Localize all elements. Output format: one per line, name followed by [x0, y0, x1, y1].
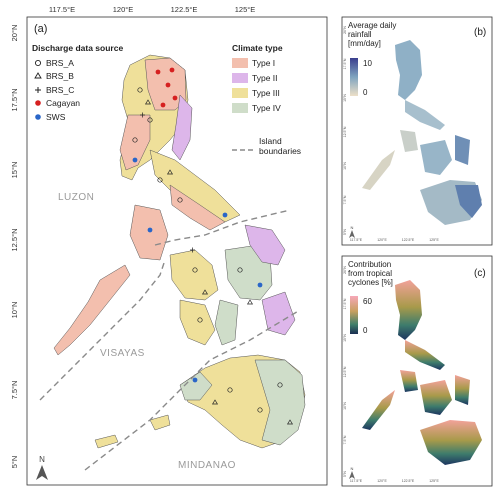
panel-b-label: (b): [474, 27, 486, 38]
region-label-luzon: LUZON: [58, 192, 94, 203]
lon-tick-3: 122.5°E: [171, 5, 198, 14]
b-lat-tick-7: 5°N: [343, 229, 347, 235]
region-label-visayas: VISAYAS: [100, 348, 145, 359]
climate-type-legend: Climate type Type I Type II Type III Typ…: [232, 43, 283, 113]
brs-b-marker-icon: [34, 72, 42, 79]
c-lon-tick-2: 120°E: [377, 479, 387, 483]
discharge-legend-title: Discharge data source: [32, 43, 123, 53]
main-lat-tick-labels: 20°N 17.5°N 15°N 12.5°N 10°N 7.5°N 5°N: [10, 25, 19, 469]
b-lat-tick-6: 7.5°N: [343, 195, 347, 204]
boundary-legend-label: Island boundaries: [259, 136, 301, 156]
c-lon-tick-3: 122.5°E: [402, 479, 415, 483]
sws-station-markers: [132, 157, 263, 383]
rainfall-colorbar-min: 0: [363, 88, 368, 97]
c-lat-tick-1: 20°N: [343, 266, 347, 274]
b-lat-tick-4: 12.5°N: [343, 126, 347, 137]
mindoro-palawan-landmass: [53, 204, 169, 356]
main-panel-label: (a): [34, 23, 47, 35]
rainfall-colorbar-max: 10: [363, 59, 372, 68]
lat-tick-5: 10°N: [10, 302, 19, 319]
b-lat-tick-1: 20°N: [343, 26, 347, 34]
sws-marker-icon: [35, 114, 41, 120]
type-ii-swatch: [232, 73, 248, 83]
cagayan-marker-icon: [35, 100, 41, 106]
tc-colorbar: [350, 296, 358, 334]
legend-type-i: Type I: [252, 58, 275, 68]
legend-brs-c: BRS_C: [46, 85, 74, 95]
b-lon-tick-2: 120°E: [377, 238, 387, 242]
panel-b-lon-ticks: 117.5°E 120°E 122.5°E 125°E: [350, 238, 440, 242]
boundary-legend: Island boundaries: [232, 136, 301, 156]
b-lon-tick-1: 117.5°E: [350, 238, 363, 242]
type-iv-swatch: [232, 103, 248, 113]
rainfall-landmass: [362, 40, 482, 225]
panel-c-north-label: N: [351, 466, 354, 471]
lat-tick-2: 17.5°N: [10, 88, 19, 111]
luzon-landmass: [119, 54, 241, 231]
c-lon-tick-1: 117.5°E: [350, 479, 363, 483]
tc-colorbar-max: 60: [363, 297, 372, 306]
lon-tick-1: 117.5°E: [49, 5, 75, 14]
lon-tick-2: 120°E: [113, 5, 134, 14]
legend-brs-b: BRS_B: [46, 71, 74, 81]
c-lat-tick-4: 12.5°N: [343, 366, 347, 377]
panel-c-north-icon: N: [349, 466, 355, 479]
legend-type-iii: Type III: [252, 88, 280, 98]
climate-legend-title: Climate type: [232, 43, 283, 53]
brs-c-marker-icon: [35, 87, 41, 93]
island-boundary-lines: [39, 209, 301, 471]
discharge-source-legend: Discharge data source BRS_A BRS_B BRS_C …: [32, 43, 123, 122]
c-lat-tick-5: 10°N: [343, 402, 347, 410]
lat-tick-7: 5°N: [10, 456, 19, 469]
tc-landmass: [362, 280, 482, 465]
legend-sws: SWS: [46, 112, 66, 122]
legend-cagayan: Cagayan: [46, 98, 80, 108]
lat-tick-6: 7.5°N: [10, 381, 19, 400]
c-lat-tick-7: 5°N: [343, 471, 347, 477]
legend-brs-a: BRS_A: [46, 58, 74, 68]
b-lat-tick-2: 17.5°N: [343, 58, 347, 69]
b-lat-tick-5: 10°N: [343, 162, 347, 170]
tc-colorbar-min: 0: [363, 326, 368, 335]
lat-tick-3: 15°N: [10, 162, 19, 179]
lat-tick-4: 12.5°N: [10, 228, 19, 251]
tc-title: Contribution from tropical cyclones [%]: [348, 260, 393, 287]
b-lon-tick-3: 122.5°E: [402, 238, 415, 242]
panel-c-label: (c): [474, 268, 486, 279]
cagayan-station-markers: [155, 67, 178, 108]
b-lat-tick-3: 15°N: [343, 94, 347, 102]
c-lon-tick-4: 125°E: [429, 479, 439, 483]
main-map-panel: 117.5°E 120°E 122.5°E 125°E 20°N 17.5°N …: [10, 5, 328, 486]
c-lat-tick-6: 7.5°N: [343, 435, 347, 444]
legend-type-ii: Type II: [252, 73, 278, 83]
tropical-cyclone-map-panel: 60 0 Contribution from tropical cyclones […: [341, 255, 493, 487]
north-arrow-icon: N: [36, 455, 48, 480]
panel-c-lat-ticks: 20°N 17.5°N 15°N 12.5°N 10°N 7.5°N 5°N: [343, 266, 347, 477]
type-iii-swatch: [232, 88, 248, 98]
panel-b-north-label: N: [351, 225, 354, 230]
rainfall-title: Average daily rainfall [mm/day]: [348, 21, 396, 48]
rainfall-map-panel: 10 0 Average daily rainfall [mm/day] (b) 1…: [341, 16, 493, 246]
panel-b-north-icon: N: [349, 225, 355, 238]
lon-tick-4: 125°E: [235, 5, 256, 14]
b-lon-tick-4: 125°E: [429, 238, 439, 242]
lat-tick-1: 20°N: [10, 25, 19, 42]
region-label-mindanao: MINDANAO: [178, 460, 236, 471]
rainfall-colorbar: [350, 58, 358, 96]
legend-type-iv: Type IV: [252, 103, 281, 113]
brs-a-marker-icon: [34, 59, 42, 67]
north-label: N: [39, 455, 45, 464]
c-lat-tick-2: 17.5°N: [343, 298, 347, 309]
panel-c-lon-ticks: 117.5°E 120°E 122.5°E 125°E: [350, 479, 440, 483]
c-lat-tick-3: 15°N: [343, 334, 347, 342]
panel-b-lat-ticks: 20°N 17.5°N 15°N 12.5°N 10°N 7.5°N 5°N: [343, 26, 347, 235]
station-markers: [132, 87, 294, 425]
type-i-swatch: [232, 58, 248, 68]
main-lon-tick-labels: 117.5°E 120°E 122.5°E 125°E: [49, 5, 255, 14]
